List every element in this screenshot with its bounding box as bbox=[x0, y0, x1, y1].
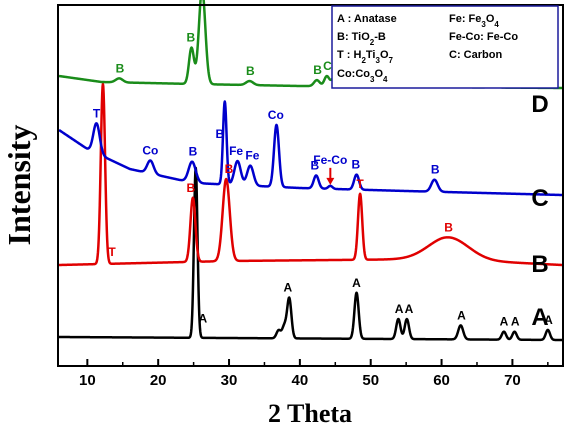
x-tick-label-40: 40 bbox=[292, 372, 309, 389]
curve-label-d: D bbox=[531, 91, 548, 118]
plot-frame bbox=[57, 4, 564, 367]
x-tick-label-20: 20 bbox=[150, 372, 167, 389]
fe-co-arrow-head bbox=[326, 177, 335, 185]
curve-names-layer: AB C D bbox=[531, 91, 548, 331]
peak-label-c-5: Fe bbox=[245, 149, 259, 163]
peak-label-c-6: Co bbox=[268, 108, 284, 122]
peak-label-a-8: A bbox=[544, 313, 553, 327]
legend-entry-4: Fe: Fe3O4 bbox=[449, 13, 499, 29]
peak-label-d-5: C bbox=[323, 59, 332, 73]
peak-label-c-0: T bbox=[93, 106, 101, 120]
peak-label-b-3: T bbox=[356, 177, 364, 191]
peak-label-b-2: B bbox=[225, 162, 234, 176]
series-c-line bbox=[58, 100, 563, 197]
curve-label-c: C bbox=[531, 185, 548, 212]
peak-label-d-4: B bbox=[313, 63, 322, 77]
peak-label-c-2: B bbox=[189, 145, 198, 159]
peak-label-c-10: B bbox=[431, 163, 440, 177]
x-tick-label-10: 10 bbox=[79, 372, 96, 389]
peak-label-b-0: T bbox=[108, 245, 116, 259]
peak-label-d-0: B bbox=[116, 61, 125, 75]
peak-label-a-0: A bbox=[198, 311, 207, 325]
legend-entry-6: C: Carbon bbox=[449, 49, 502, 61]
peak-label-a-5: A bbox=[457, 308, 466, 322]
peak-label-b-1: B bbox=[186, 181, 195, 195]
peak-label-a-3: A bbox=[395, 302, 404, 316]
legend-box bbox=[331, 5, 559, 89]
legend-entry-0: A : Anatase bbox=[337, 13, 397, 25]
peak-label-d-3: B bbox=[246, 64, 255, 78]
x-ticks-layer: 10 20 30 40 50 60 70 bbox=[79, 359, 549, 389]
legend: A : Anatase B: TiO2-B T : H2Ti3O7 Co:Co3O4 F… bbox=[331, 5, 559, 89]
legend-entry-3: Co:Co3O4 bbox=[337, 68, 388, 84]
peak-label-c-8: Fe-Co bbox=[313, 153, 347, 167]
legend-entry-1: B: TiO2-B bbox=[337, 31, 386, 47]
legend-entry-2: T : H2Ti3O7 bbox=[337, 49, 394, 65]
peak-label-a-4: A bbox=[405, 302, 414, 316]
x-tick-label-70: 70 bbox=[504, 372, 521, 389]
x-axis-title: 2 Theta bbox=[268, 399, 352, 428]
series-a-line bbox=[58, 166, 563, 342]
curve-label-b: B bbox=[531, 251, 548, 278]
peak-label-d-1: B bbox=[186, 31, 195, 45]
peak-label-a-1: A bbox=[283, 281, 292, 295]
peak-label-c-3: B bbox=[215, 127, 224, 141]
peak-label-a-6: A bbox=[500, 315, 509, 329]
x-tick-label-50: 50 bbox=[362, 372, 379, 389]
peak-label-c-1: Co bbox=[142, 144, 158, 158]
series-b-line bbox=[58, 82, 563, 267]
x-tick-label-60: 60 bbox=[433, 372, 450, 389]
peak-label-a-7: A bbox=[511, 315, 520, 329]
peak-label-c-9: B bbox=[351, 158, 360, 172]
peak-label-a-2: A bbox=[352, 276, 361, 290]
legend-entry-5: Fe-Co: Fe-Co bbox=[449, 31, 518, 43]
peak-label-c-7: B bbox=[310, 159, 319, 173]
peak-label-b-4: B bbox=[444, 220, 453, 234]
y-axis-title: Intensity bbox=[1, 125, 37, 246]
x-tick-label-30: 30 bbox=[221, 372, 238, 389]
peak-label-c-4: Fe bbox=[229, 144, 243, 158]
curve-label-a: A bbox=[531, 304, 548, 331]
